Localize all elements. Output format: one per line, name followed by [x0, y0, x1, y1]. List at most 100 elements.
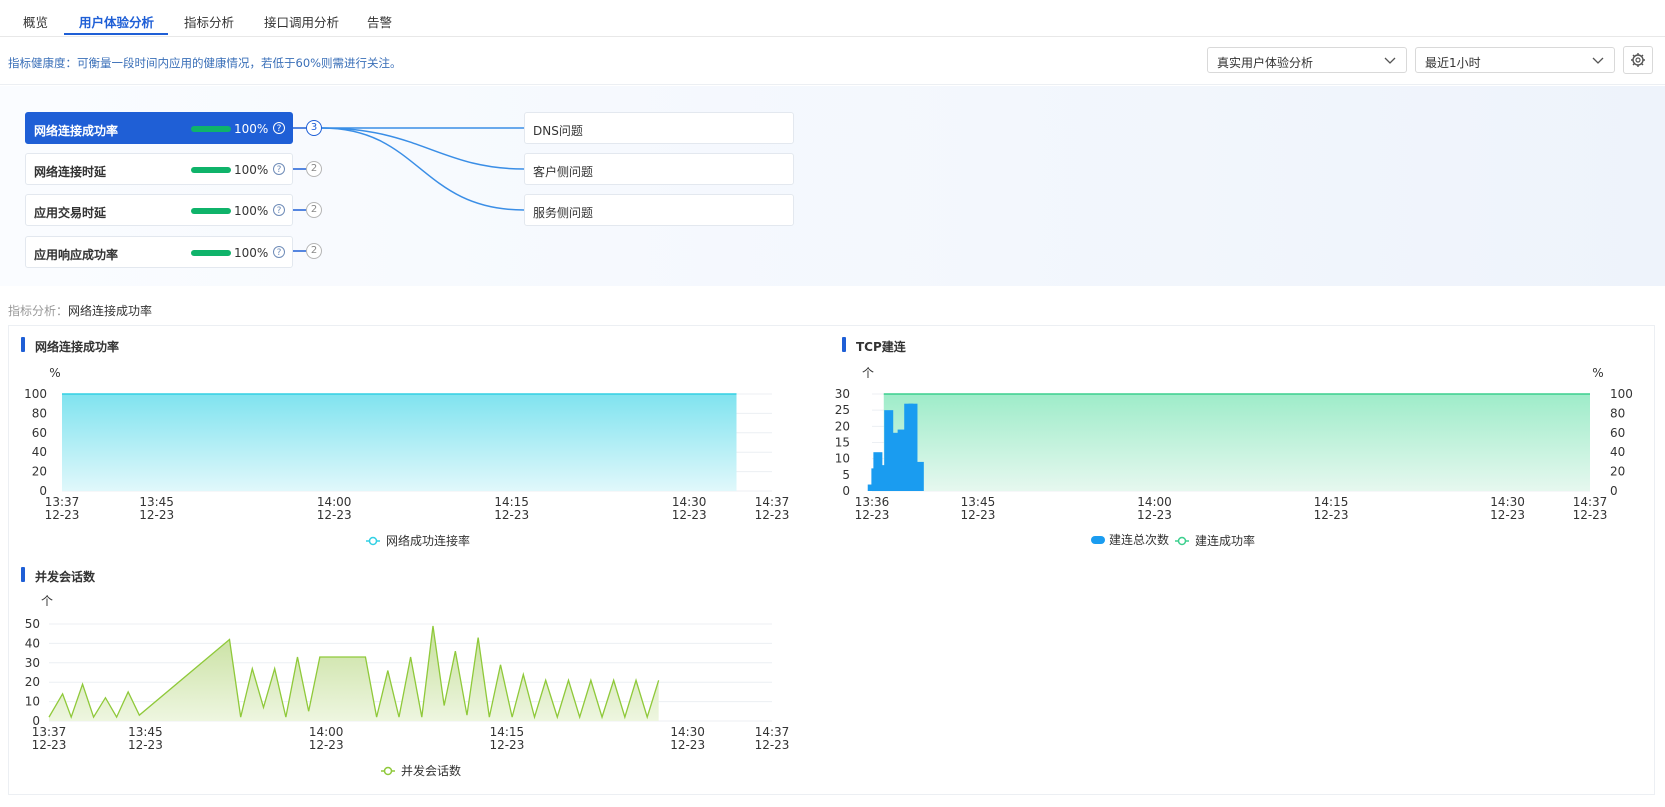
x-tick-label: 14:15: [1314, 495, 1349, 509]
issue-server-side[interactable]: 服务侧问题: [524, 194, 794, 226]
time-range-select[interactable]: 最近1小时: [1415, 47, 1615, 73]
y-tick-label: 0: [32, 714, 40, 728]
analysis-type-value: 真实用户体验分析: [1217, 56, 1314, 70]
chart-tcp-connect: 个 %05101520253002040608010013:3612-2313:4…: [835, 366, 1633, 548]
help-icon[interactable]: ?: [273, 204, 285, 216]
success-rate-area: [883, 394, 1590, 491]
metric-name: 网络连接成功率: [34, 124, 119, 138]
x-tick-label: 14:00: [317, 495, 352, 509]
y-axis-unit: 个: [41, 594, 53, 608]
issue-label: 服务侧问题: [533, 206, 594, 220]
bar: [877, 465, 887, 491]
y-tick-label: 40: [32, 445, 47, 459]
x-tick-label: 14:30: [1490, 495, 1525, 509]
y-tick-label: 0: [39, 484, 47, 498]
legend-label: 建连成功率: [1195, 533, 1255, 548]
metric-name: 应用交易时延: [34, 206, 107, 220]
metric-app-transaction-latency[interactable]: 应用交易时延 100% ?: [25, 194, 293, 226]
x-tick-label: 12-23: [960, 508, 995, 522]
metric-app-response-success[interactable]: 应用响应成功率 100% ?: [25, 236, 293, 268]
y-tick-label: 60: [1610, 426, 1625, 440]
x-tick-label: 12-23: [1314, 508, 1349, 522]
y-tick-label: 80: [1610, 406, 1625, 420]
y-tick-label: 40: [1610, 445, 1625, 459]
metric-percent: 100%: [234, 246, 269, 260]
tab-user-experience[interactable]: 用户体验分析: [79, 15, 155, 30]
x-tick-label: 13:45: [139, 495, 174, 509]
health-bar: [191, 250, 231, 256]
y-tick-label: 0: [1610, 484, 1618, 498]
y-tick-label: 100: [1610, 387, 1633, 401]
y-axis-unit: 个: [862, 366, 874, 380]
bar: [908, 403, 918, 491]
issue-count-badge[interactable]: 2: [306, 243, 322, 259]
x-tick-label: 14:15: [494, 495, 529, 509]
x-tick-label: 12-23: [139, 508, 174, 522]
y-tick-label: 50: [25, 617, 40, 631]
issue-dns[interactable]: DNS问题: [524, 112, 794, 144]
y-tick-label: 10: [25, 695, 40, 709]
issue-count-badge[interactable]: 3: [306, 120, 322, 136]
x-tick-label: 14:15: [490, 725, 525, 739]
settings-button[interactable]: [1623, 46, 1653, 74]
legend-marker: [368, 536, 378, 546]
x-tick-label: 12-23: [1137, 508, 1172, 522]
x-tick-label: 14:37: [1573, 495, 1608, 509]
x-tick-label: 13:37: [32, 725, 67, 739]
metric-network-connect-success[interactable]: 网络连接成功率 100% ?: [25, 112, 293, 144]
help-icon[interactable]: ?: [273, 246, 285, 258]
issue-client-side[interactable]: 客户侧问题: [524, 153, 794, 185]
legend-label: 网络成功连接率: [386, 533, 470, 548]
y-tick-label: 30: [835, 387, 850, 401]
x-tick-label: 12-23: [489, 738, 524, 752]
legend-marker: [383, 766, 393, 776]
analysis-type-select[interactable]: 真实用户体验分析: [1207, 47, 1407, 73]
x-tick-label: 14:00: [1137, 495, 1172, 509]
x-tick-label: 13:37: [45, 495, 80, 509]
active-tab-indicator: [64, 33, 168, 35]
x-tick-label: 14:00: [309, 725, 344, 739]
x-tick-label: 12-23: [494, 508, 529, 522]
y-tick-label: 60: [32, 426, 47, 440]
bar: [914, 461, 924, 491]
x-tick-label: 12-23: [1490, 508, 1525, 522]
x-tick-label: 12-23: [755, 738, 790, 752]
issue-connectors: [293, 127, 525, 252]
metric-name: 网络连接时延: [34, 165, 107, 179]
x-tick-label: 12-23: [317, 508, 352, 522]
help-icon[interactable]: ?: [273, 163, 285, 175]
health-hint: 指标健康度：可衡量一段时间内应用的健康情况，若低于60%则需进行关注。: [8, 56, 402, 70]
health-bar: [191, 126, 231, 132]
x-tick-label: 12-23: [855, 508, 890, 522]
x-tick-label: 12-23: [1573, 508, 1608, 522]
health-bar: [191, 208, 231, 214]
y-tick-label: 100: [24, 387, 47, 401]
issue-count-badge[interactable]: 2: [306, 161, 322, 177]
bar: [891, 484, 901, 491]
tab-overview[interactable]: 概览: [23, 15, 49, 30]
x-tick-label: 12-23: [670, 738, 705, 752]
y-tick-label: 20: [25, 675, 40, 689]
x-tick-label: 14:30: [672, 495, 707, 509]
y-tick-label: 25: [835, 403, 850, 417]
chart-title: TCP建连: [842, 337, 906, 354]
tab-metric-analysis[interactable]: 指标分析: [184, 15, 235, 30]
x-tick-label: 12-23: [128, 738, 163, 752]
charts-container: [8, 325, 1655, 795]
x-tick-label: 14:30: [670, 725, 705, 739]
issue-count-badge[interactable]: 2: [306, 202, 322, 218]
y-axis-unit: %: [49, 366, 60, 380]
help-icon[interactable]: ?: [273, 122, 285, 134]
y-axis-unit-right: %: [1592, 366, 1603, 380]
y-tick-label: 20: [835, 419, 850, 433]
health-bar: [191, 167, 231, 173]
x-tick-label: 13:45: [961, 495, 996, 509]
tab-alerts[interactable]: 告警: [367, 15, 393, 30]
sub-analysis-label: 指标分析：网络连接成功率: [8, 302, 152, 319]
y-tick-label: 20: [32, 465, 47, 479]
metric-network-connect-latency[interactable]: 网络连接时延 100% ?: [25, 153, 293, 185]
x-tick-label: 12-23: [672, 508, 707, 522]
y-tick-label: 80: [32, 406, 47, 420]
x-tick-label: 14:37: [755, 495, 790, 509]
tab-api-call-analysis[interactable]: 接口调用分析: [264, 15, 340, 30]
